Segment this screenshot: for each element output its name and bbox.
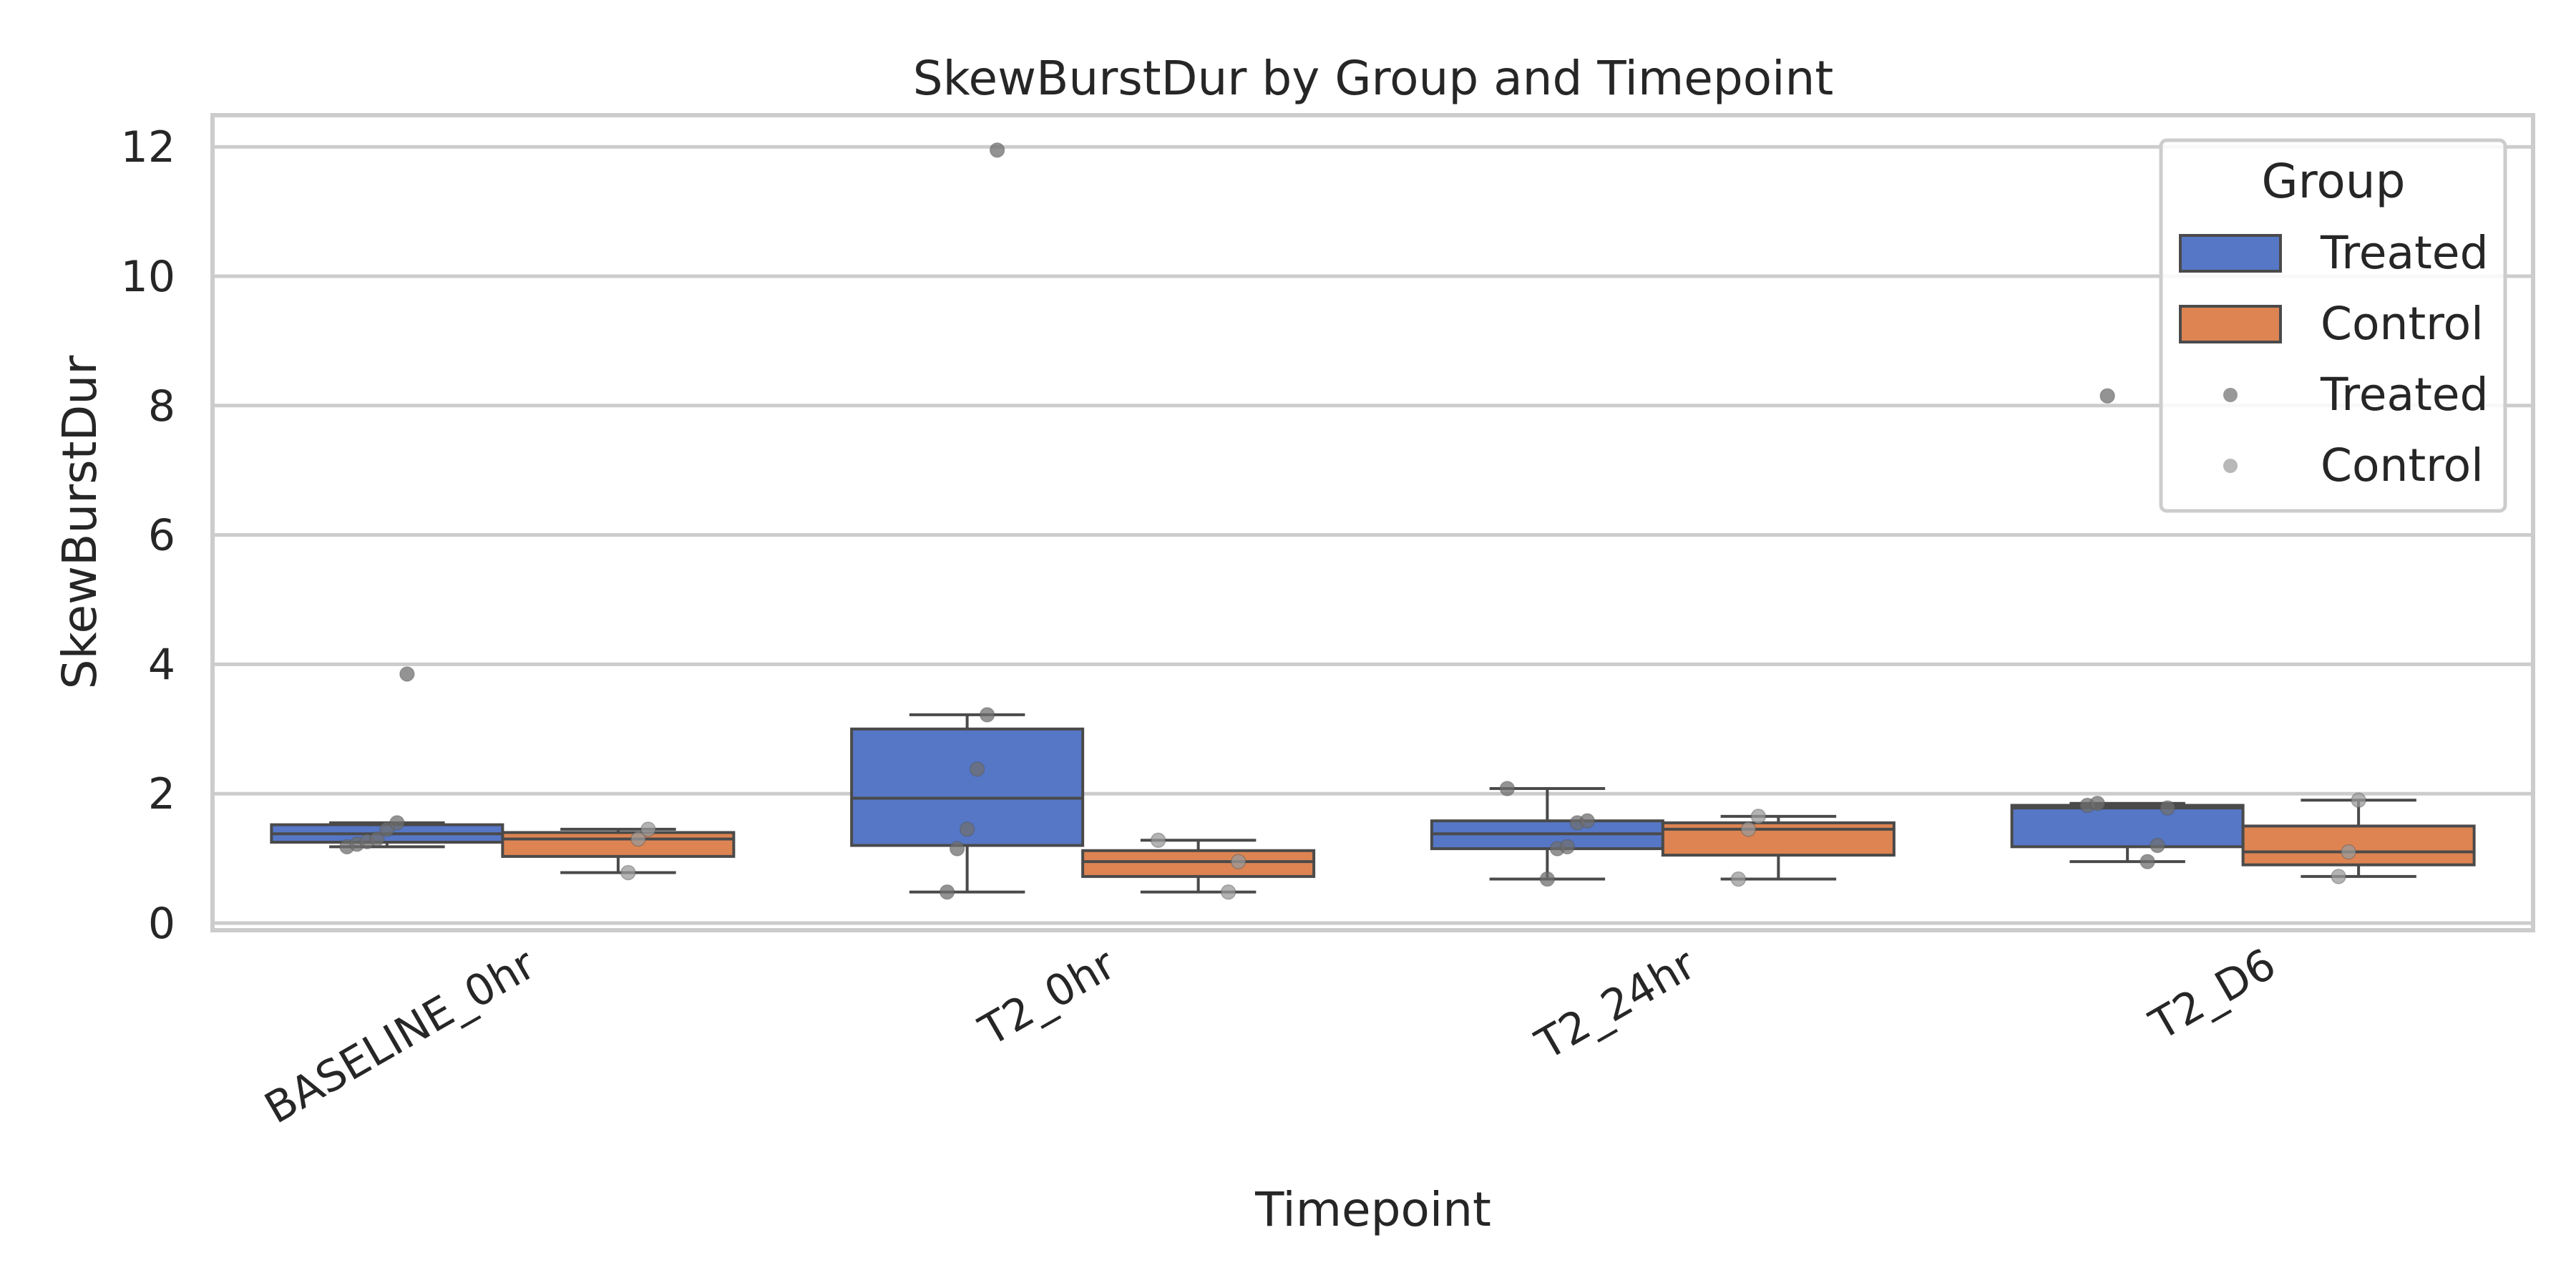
control-point bbox=[620, 864, 636, 881]
y-tick-label: 6 bbox=[148, 511, 175, 561]
control-point bbox=[1220, 884, 1236, 900]
legend-label-treated-box: Treated bbox=[2320, 227, 2489, 279]
control-point bbox=[1150, 832, 1166, 849]
box-series bbox=[270, 713, 2476, 894]
treated-point bbox=[2140, 854, 2155, 869]
y-tick-label: 0 bbox=[148, 899, 175, 949]
treated-point bbox=[939, 884, 955, 900]
treated-point bbox=[2150, 837, 2165, 854]
y-tick-label: 10 bbox=[121, 252, 175, 302]
control-point bbox=[640, 821, 656, 837]
y-tick-label: 8 bbox=[148, 381, 175, 431]
control-point bbox=[1740, 821, 1757, 837]
control-box bbox=[2241, 824, 2476, 867]
y-tick-label: 4 bbox=[148, 640, 175, 690]
legend: Group Treated Control Treated Control bbox=[2159, 138, 2507, 513]
legend-label-control-box: Control bbox=[2321, 298, 2484, 350]
y-gridlines bbox=[213, 145, 2533, 925]
treated-point bbox=[2089, 796, 2105, 811]
strip-points bbox=[339, 142, 2366, 900]
treated-box bbox=[2010, 804, 2245, 849]
treated-point bbox=[1579, 813, 1596, 829]
control-point bbox=[1730, 871, 1747, 887]
treated-point bbox=[979, 707, 995, 723]
treated-point bbox=[1559, 839, 1576, 855]
control-box bbox=[501, 831, 736, 858]
treated-point bbox=[989, 142, 1005, 158]
treated-point bbox=[959, 821, 975, 837]
control-point bbox=[1750, 809, 1767, 824]
treated-point bbox=[2099, 388, 2115, 404]
control-point bbox=[2341, 844, 2356, 860]
treated-point bbox=[389, 815, 405, 831]
legend-swatch-control-box bbox=[2179, 305, 2282, 343]
legend-marker-treated-points bbox=[2223, 388, 2238, 402]
treated-point bbox=[949, 841, 965, 857]
control-box bbox=[1661, 821, 1896, 857]
control-box bbox=[1081, 849, 1316, 878]
y-tick-labels: 0 2 4 6 8 10 12 bbox=[121, 122, 175, 949]
legend-label-control-points: Control bbox=[2321, 439, 2484, 492]
legend-swatch-treated-box bbox=[2179, 234, 2282, 273]
chart-title: SkewBurstDur by Group and Timepoint bbox=[913, 51, 1833, 106]
legend-title: Group bbox=[2262, 154, 2406, 209]
treated-point bbox=[369, 831, 385, 847]
treated-point bbox=[399, 666, 415, 682]
treated-point bbox=[1539, 871, 1556, 887]
legend-frame bbox=[2159, 138, 2507, 513]
y-axis-label: SkewBurstDur bbox=[52, 355, 107, 690]
treated-point bbox=[2160, 800, 2175, 816]
control-point bbox=[1230, 854, 1246, 869]
treated-point bbox=[1499, 781, 1516, 796]
legend-label-treated-points: Treated bbox=[2320, 369, 2489, 421]
control-point bbox=[630, 831, 646, 847]
plot-frame bbox=[210, 113, 2535, 932]
legend-marker-control-points bbox=[2223, 459, 2238, 473]
control-point bbox=[2351, 792, 2366, 808]
treated-point bbox=[969, 761, 985, 777]
y-tick-label: 2 bbox=[148, 769, 175, 819]
control-point bbox=[2331, 869, 2346, 884]
y-tick-label: 12 bbox=[121, 122, 175, 172]
x-axis-label: Timepoint bbox=[1254, 1182, 1491, 1237]
